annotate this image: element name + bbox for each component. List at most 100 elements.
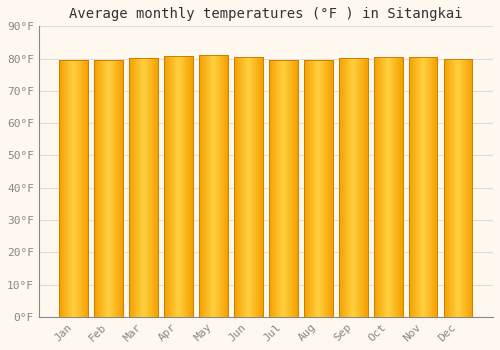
Bar [166, 56, 167, 317]
Bar [134, 58, 135, 317]
Bar [275, 60, 276, 317]
Bar [116, 60, 117, 317]
Bar [177, 56, 178, 317]
Bar [132, 58, 133, 317]
Bar [460, 59, 461, 317]
Bar [235, 57, 236, 317]
Bar [462, 59, 463, 317]
Bar [64, 60, 65, 317]
Bar [276, 60, 277, 317]
Bar [287, 60, 288, 317]
Bar [429, 57, 430, 317]
Bar [469, 59, 470, 317]
Bar [411, 57, 412, 317]
Bar [224, 55, 225, 317]
Bar [174, 56, 175, 317]
Bar [253, 57, 254, 317]
Bar [320, 60, 321, 317]
Bar [288, 60, 289, 317]
Bar [183, 56, 184, 317]
Bar [151, 58, 152, 317]
Bar [450, 59, 451, 317]
Bar [458, 59, 459, 317]
Bar [96, 60, 98, 317]
Bar [71, 60, 72, 317]
Bar [178, 56, 180, 317]
Bar [66, 60, 68, 317]
Bar [346, 58, 347, 317]
Bar [191, 56, 192, 317]
Bar [294, 60, 295, 317]
Bar [317, 60, 318, 317]
Bar [63, 60, 64, 317]
Bar [70, 60, 71, 317]
Bar [454, 59, 455, 317]
Bar [366, 58, 367, 317]
Bar [310, 60, 311, 317]
Bar [412, 57, 413, 317]
Bar [270, 60, 271, 317]
Bar [455, 59, 456, 317]
Bar [207, 55, 208, 317]
Bar [256, 57, 257, 317]
Bar [277, 60, 278, 317]
Bar [150, 58, 151, 317]
Bar [187, 56, 188, 317]
Bar [360, 58, 361, 317]
Bar [419, 57, 420, 317]
Bar [101, 60, 102, 317]
Bar [245, 57, 246, 317]
Bar [148, 58, 150, 317]
Bar [75, 60, 76, 317]
Bar [214, 55, 215, 317]
Bar [347, 58, 348, 317]
Bar [274, 60, 275, 317]
Bar [98, 60, 100, 317]
Bar [62, 60, 63, 317]
Bar [324, 60, 325, 317]
Bar [106, 60, 108, 317]
Bar [308, 60, 309, 317]
Bar [315, 60, 316, 317]
Bar [156, 58, 158, 317]
Bar [206, 55, 207, 317]
Bar [186, 56, 187, 317]
Bar [141, 58, 142, 317]
Bar [94, 60, 95, 317]
Bar [318, 60, 319, 317]
Bar [374, 57, 376, 317]
Bar [225, 55, 226, 317]
Bar [72, 60, 73, 317]
Bar [182, 56, 183, 317]
Bar [144, 58, 145, 317]
Bar [466, 59, 468, 317]
Bar [110, 60, 111, 317]
Bar [257, 57, 258, 317]
Bar [238, 57, 239, 317]
Bar [217, 55, 218, 317]
Bar [340, 58, 341, 317]
Bar [142, 58, 143, 317]
Bar [100, 60, 101, 317]
Bar [199, 55, 200, 317]
Bar [328, 60, 329, 317]
Bar [164, 56, 165, 317]
Bar [350, 58, 351, 317]
Bar [108, 60, 110, 317]
Bar [436, 57, 437, 317]
Bar [352, 58, 354, 317]
Bar [342, 58, 343, 317]
Bar [311, 60, 312, 317]
Bar [246, 57, 247, 317]
Bar [76, 60, 78, 317]
Bar [165, 56, 166, 317]
Bar [289, 60, 290, 317]
Title: Average monthly temperatures (°F ) in Sitangkai: Average monthly temperatures (°F ) in Si… [69, 7, 462, 21]
Bar [173, 56, 174, 317]
Bar [85, 60, 86, 317]
Bar [180, 56, 182, 317]
Bar [147, 58, 148, 317]
Bar [153, 58, 154, 317]
Bar [82, 60, 83, 317]
Bar [111, 60, 112, 317]
